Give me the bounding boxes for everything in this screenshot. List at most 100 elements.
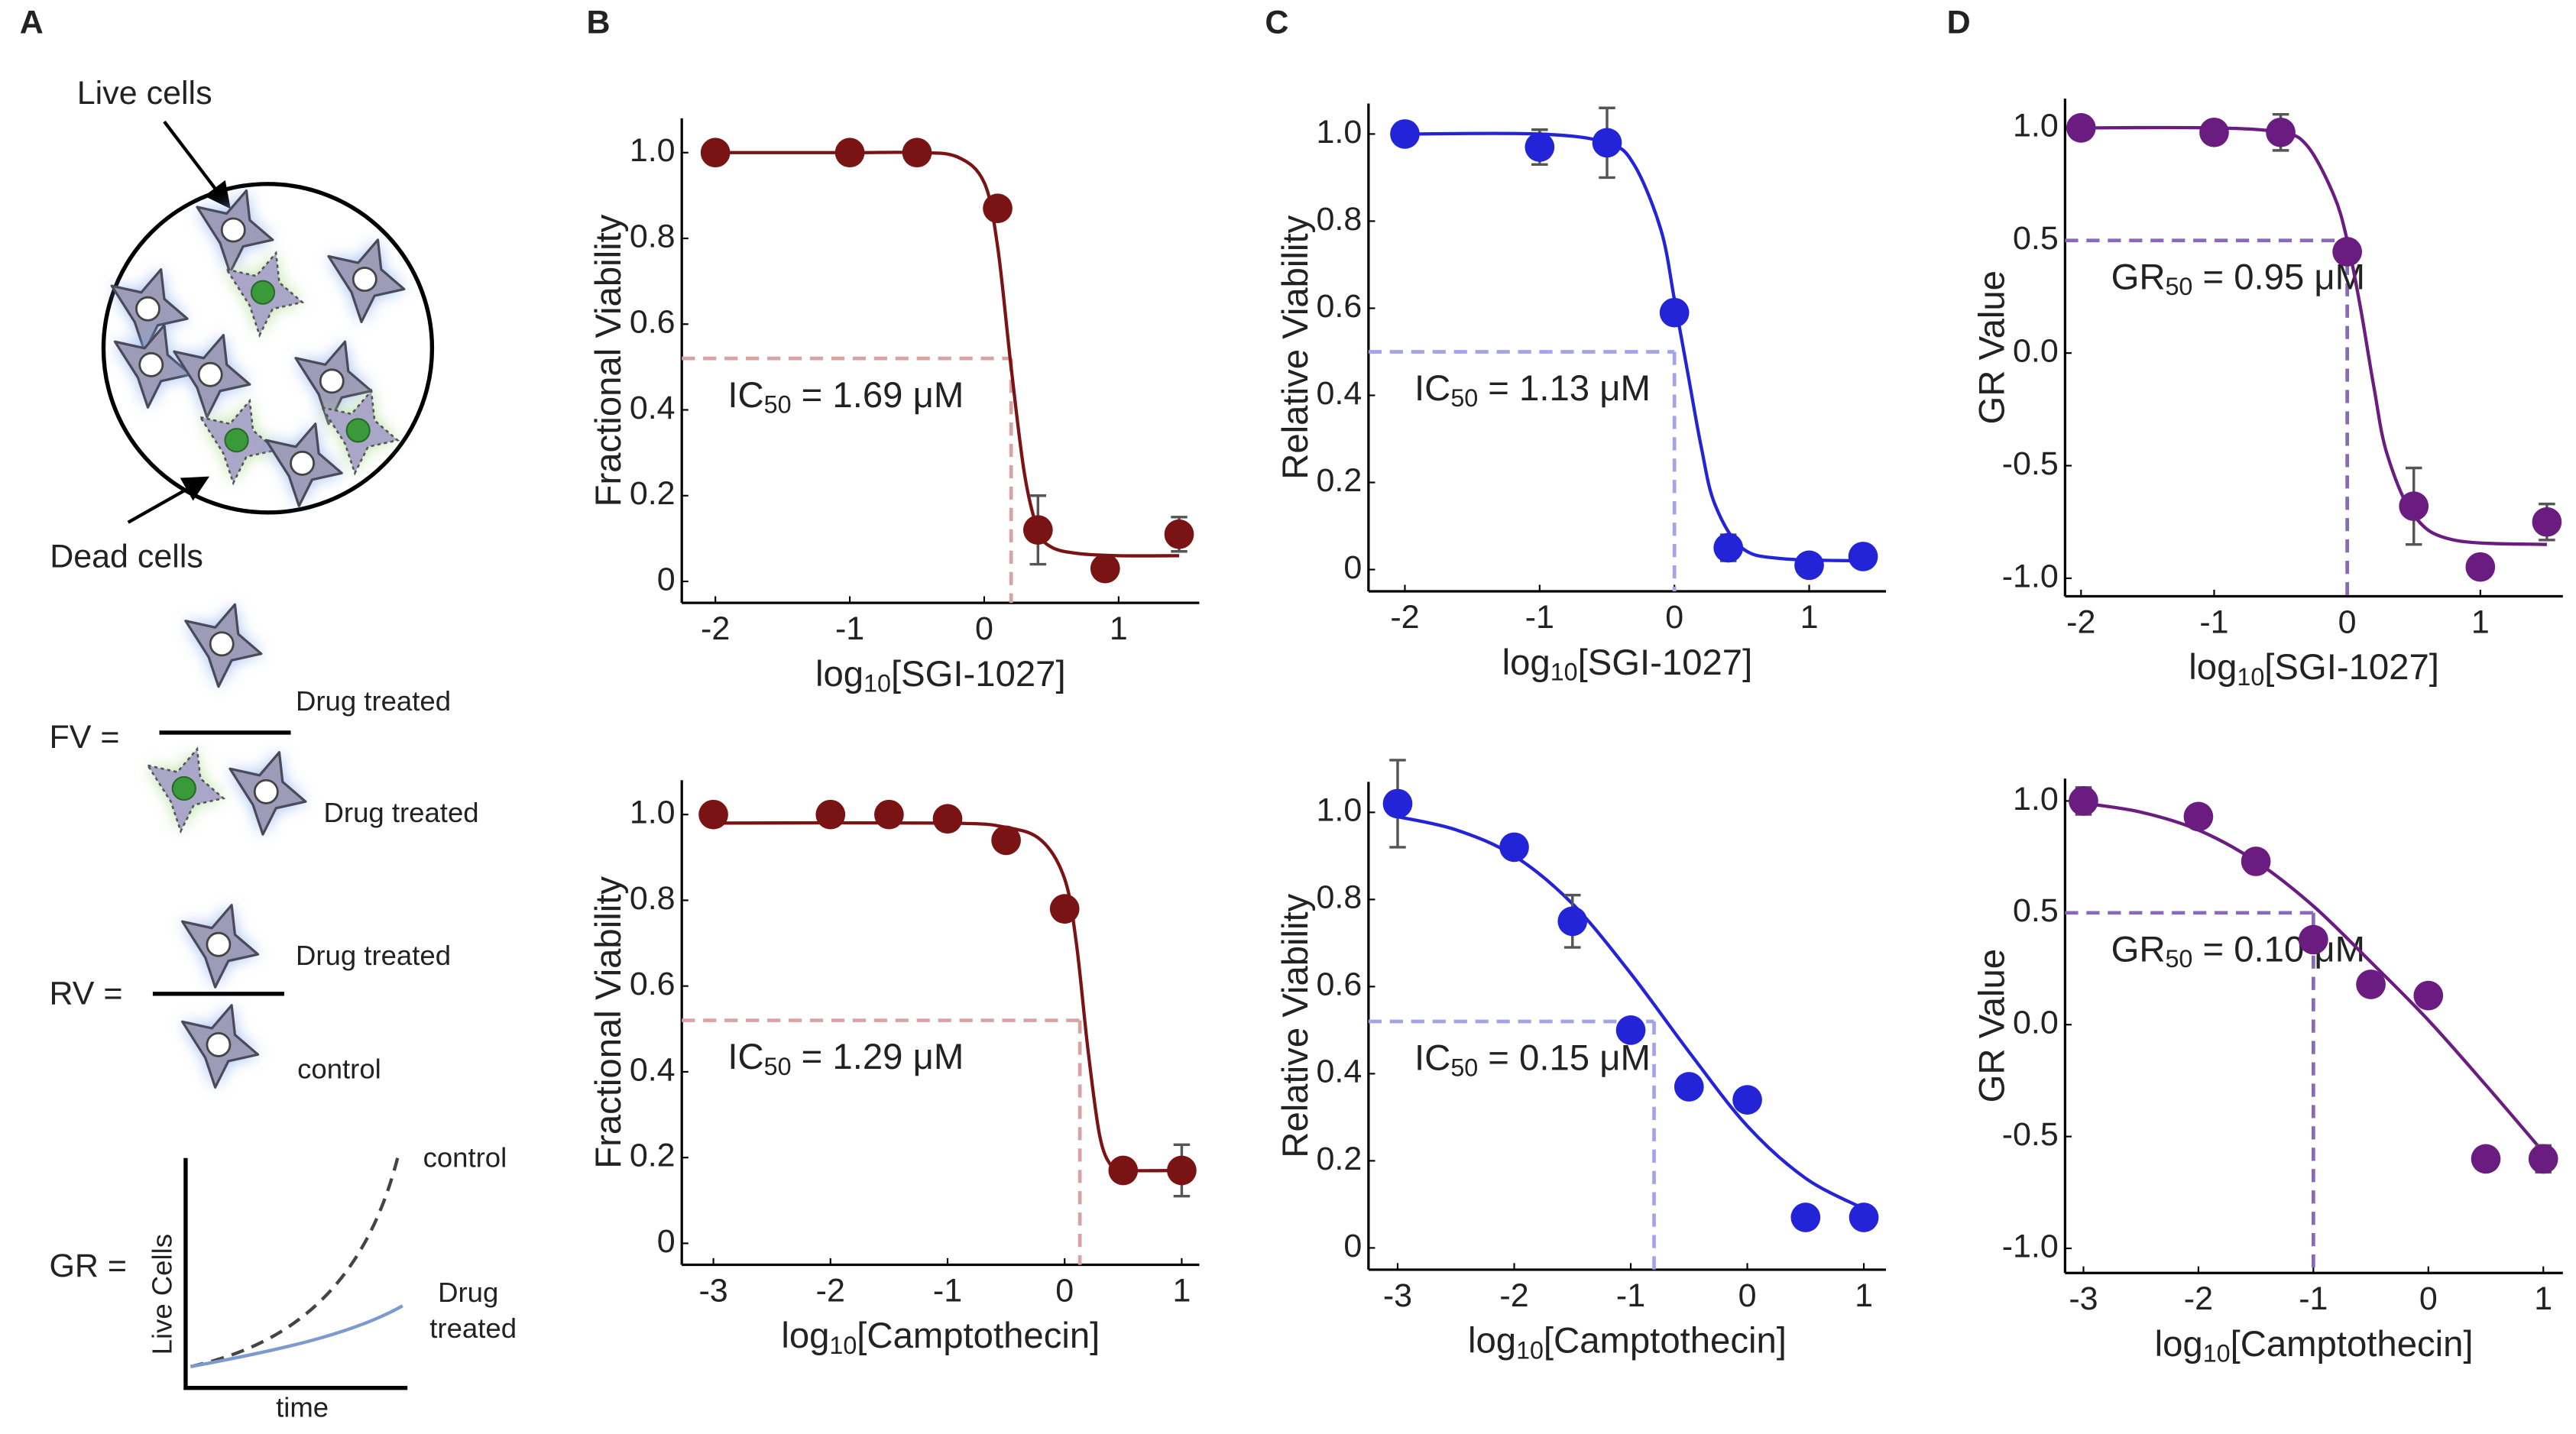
data-point (1164, 519, 1194, 549)
data-point (991, 825, 1021, 856)
data-point (902, 138, 932, 168)
y-tick-label: 0.2 (1316, 1141, 1362, 1177)
x-tick-label: -2 (1499, 1277, 1528, 1314)
label: treated (429, 1313, 517, 1344)
x-axis-label-sub: 10 (1550, 658, 1578, 685)
annotation-part: GR (2111, 257, 2166, 298)
label: FV = (49, 719, 119, 756)
fit-curve (1397, 814, 1865, 1211)
data-point (983, 193, 1013, 224)
y-tick-label: 0.6 (630, 966, 676, 1002)
annotation-part: GR (2111, 930, 2166, 970)
data-point (2069, 786, 2098, 816)
label: control (423, 1142, 507, 1173)
label: control (297, 1053, 381, 1084)
annotation-part: IC (727, 375, 763, 416)
fit-curve (713, 821, 1182, 1173)
data-point (2528, 1144, 2558, 1174)
data-point (2465, 552, 2496, 582)
x-tick-label: 1 (1855, 1277, 1873, 1314)
data-point (2356, 969, 2386, 999)
data-point (2066, 113, 2096, 143)
annotation: IC50 = 1.29 μM (727, 1037, 964, 1080)
y-tick-label: 0 (1343, 549, 1362, 586)
annotation-sub: 50 (764, 390, 792, 418)
x-tick-label: 0 (2338, 604, 2357, 640)
x-tick-label: 1 (1110, 610, 1128, 647)
x-axis-label-part: [Camptothecin] (857, 1316, 1100, 1357)
x-axis-label: log10[SGI-1027] (1502, 643, 1753, 685)
x-axis-label-part: [Camptothecin] (1544, 1321, 1787, 1361)
y-tick-label: -1.0 (2002, 1228, 2059, 1264)
x-axis-label: log10[Camptothecin] (781, 1316, 1100, 1359)
y-tick-label: 1.0 (2013, 781, 2059, 817)
x-axis-label: log10[SGI-1027] (815, 654, 1066, 697)
data-point (1790, 1203, 1821, 1232)
y-tick-label: 1.0 (2013, 108, 2059, 144)
panel-label: A (20, 5, 44, 41)
data-point (1848, 542, 1878, 571)
annotation-sub: 50 (2166, 945, 2193, 973)
data-point (1732, 1085, 1762, 1115)
x-tick-label: -1 (1525, 599, 1554, 636)
annotation-part: IC (727, 1037, 763, 1078)
x-tick-label: 0 (1665, 599, 1683, 636)
y-tick-label: 0.4 (1316, 1054, 1362, 1090)
y-tick-label: -0.5 (2002, 1116, 2059, 1153)
label: Drug (438, 1277, 498, 1308)
x-axis-label-part: log (1502, 643, 1550, 683)
data-point (1592, 128, 1622, 158)
data-point (1382, 788, 1413, 819)
inset-curve (190, 1157, 400, 1368)
x-axis-label-sub: 10 (2237, 662, 2264, 690)
annotation-part: = 1.69 μM (792, 375, 964, 416)
data-point (874, 799, 904, 830)
x-axis-label-part: [SGI-1027] (2264, 648, 2439, 688)
x-axis-label-sub: 10 (2203, 1339, 2231, 1367)
cell (183, 905, 258, 987)
data-point (1659, 297, 1690, 328)
x-tick-label: -1 (1616, 1277, 1645, 1314)
x-tick-label: 1 (2534, 1280, 2552, 1317)
data-point (700, 138, 731, 168)
y-tick-label: 0.6 (630, 304, 676, 341)
x-tick-label: 1 (2471, 604, 2490, 640)
well (101, 182, 435, 515)
cell (230, 753, 306, 834)
annotation: GR50 = 0.95 μM (2111, 257, 2365, 300)
x-tick-label: 0 (2419, 1280, 2438, 1317)
data-point (932, 804, 963, 834)
y-axis-label: Relative Viability (1275, 215, 1316, 479)
x-axis-label: log10[Camptothecin] (2155, 1324, 2474, 1367)
label: Dead cells (50, 538, 203, 575)
x-axis-label-part: log (2155, 1324, 2203, 1364)
x-tick-label: -1 (835, 610, 864, 647)
annotation: IC50 = 1.69 μM (727, 375, 964, 418)
x-tick-label: -1 (2299, 1280, 2328, 1317)
x-tick-label: -2 (701, 610, 730, 647)
x-tick-label: -3 (1383, 1277, 1412, 1314)
data-point (1615, 1015, 1646, 1045)
y-tick-label: 0.8 (1316, 879, 1362, 916)
y-axis-label: GR Value (1972, 270, 2012, 424)
data-point (1674, 1072, 1704, 1102)
data-point (2532, 507, 2562, 537)
data-point (2298, 924, 2328, 955)
annotation: GR50 = 0.10 μM (2111, 930, 2365, 973)
panel-label: D (1947, 5, 1971, 41)
cell (329, 240, 404, 322)
data-point (1557, 906, 1588, 937)
x-tick-label: 0 (1055, 1272, 1074, 1309)
annotation-sub: 50 (1450, 1054, 1478, 1081)
x-axis-label-part: log (2189, 648, 2237, 688)
data-point (698, 799, 728, 830)
x-axis-label-part: log (1468, 1321, 1516, 1361)
data-point (1794, 550, 1824, 581)
x-axis-label: log10[SGI-1027] (2189, 648, 2439, 691)
cell (183, 1005, 258, 1087)
cell (266, 424, 342, 506)
cell (197, 190, 273, 272)
data-point (834, 138, 865, 168)
x-tick-label: -2 (816, 1272, 845, 1309)
